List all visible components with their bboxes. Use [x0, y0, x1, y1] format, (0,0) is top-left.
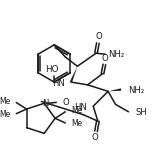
Text: O: O	[95, 32, 102, 41]
Text: SH: SH	[136, 108, 148, 117]
Text: NH₂: NH₂	[108, 50, 124, 59]
Text: HN: HN	[52, 79, 64, 87]
Text: O: O	[102, 54, 109, 63]
Polygon shape	[108, 88, 121, 91]
Polygon shape	[70, 66, 77, 83]
Text: O: O	[63, 98, 69, 107]
Text: Me: Me	[71, 106, 82, 115]
Text: HO: HO	[46, 65, 59, 74]
Text: HN: HN	[74, 103, 87, 112]
Text: Me: Me	[71, 119, 82, 128]
Text: Me: Me	[0, 110, 11, 119]
Text: NH₂: NH₂	[128, 86, 145, 95]
Text: N: N	[42, 99, 48, 108]
Text: Me: Me	[0, 97, 11, 106]
Text: O: O	[92, 133, 98, 142]
